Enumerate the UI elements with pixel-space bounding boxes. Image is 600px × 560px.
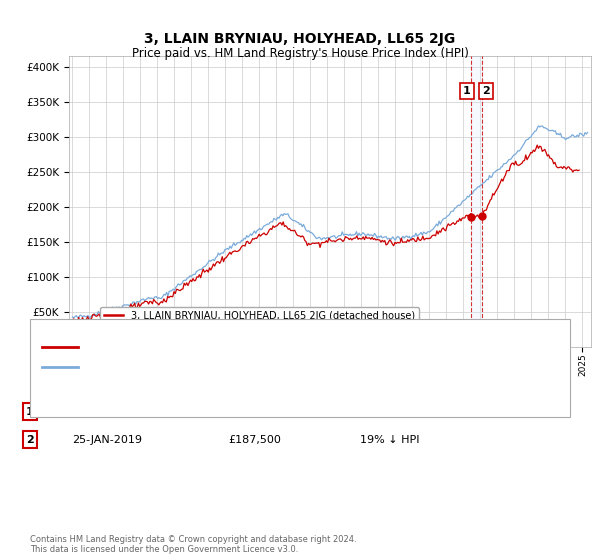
Text: 18-JUN-2018: 18-JUN-2018 [72, 407, 143, 417]
Text: 15% ↓ HPI: 15% ↓ HPI [360, 407, 419, 417]
Text: 1: 1 [463, 86, 471, 96]
Text: 3, LLAIN BRYNIAU, HOLYHEAD, LL65 2JG: 3, LLAIN BRYNIAU, HOLYHEAD, LL65 2JG [145, 32, 455, 46]
Text: 2: 2 [482, 86, 490, 96]
Text: £186,000: £186,000 [228, 407, 281, 417]
Text: 3, LLAIN BRYNIAU, HOLYHEAD, LL65 2JG (detached house): 3, LLAIN BRYNIAU, HOLYHEAD, LL65 2JG (de… [87, 342, 388, 352]
Text: 25-JAN-2019: 25-JAN-2019 [72, 435, 142, 445]
Text: Price paid vs. HM Land Registry's House Price Index (HPI): Price paid vs. HM Land Registry's House … [131, 46, 469, 60]
Bar [471, 56, 482, 347]
Text: 2: 2 [26, 435, 34, 445]
Legend: 3, LLAIN BRYNIAU, HOLYHEAD, LL65 2JG (detached house), HPI: Average price, detac: 3, LLAIN BRYNIAU, HOLYHEAD, LL65 2JG (de… [100, 307, 419, 339]
Text: £187,500: £187,500 [228, 435, 281, 445]
Text: 1: 1 [26, 407, 34, 417]
Text: Contains HM Land Registry data © Crown copyright and database right 2024.
This d: Contains HM Land Registry data © Crown c… [30, 535, 356, 554]
Text: HPI: Average price, detached house, Isle of Anglesey: HPI: Average price, detached house, Isle… [87, 362, 362, 372]
Text: 19% ↓ HPI: 19% ↓ HPI [360, 435, 419, 445]
